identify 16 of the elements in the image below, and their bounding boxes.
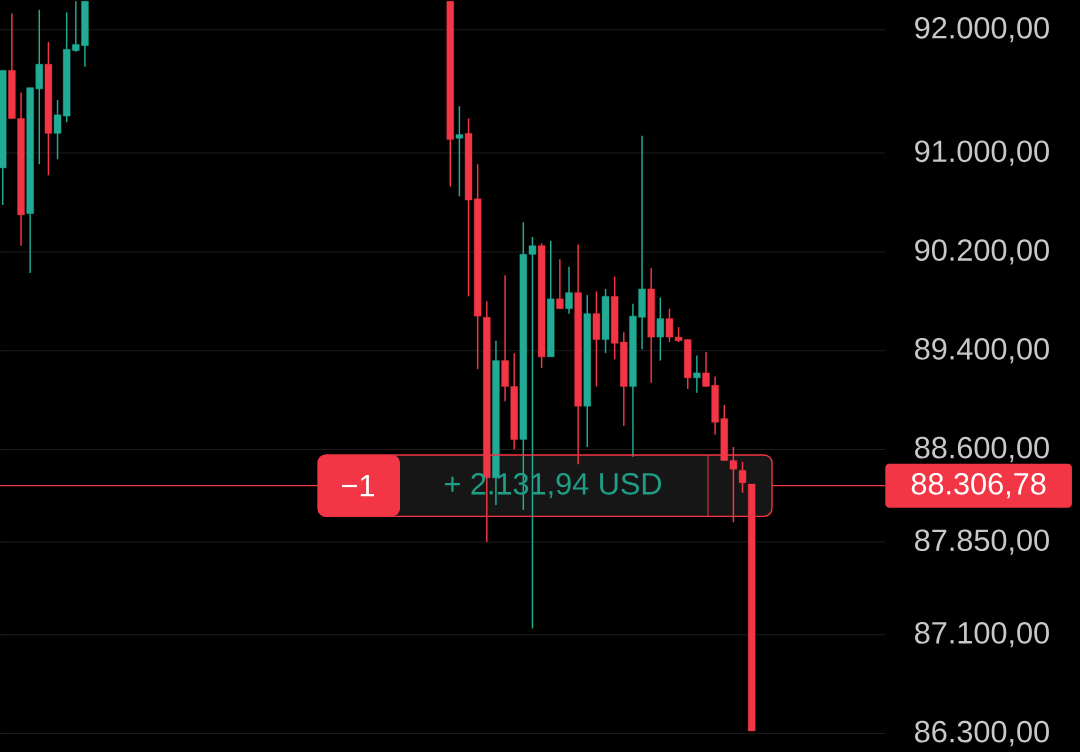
y-tick-label: 87.850,00	[915, 529, 1049, 555]
candlestick	[565, 265, 573, 315]
y-tick-label: 88.600,00	[915, 436, 1049, 463]
candlestick	[738, 461, 747, 494]
annotation: −1	[342, 475, 374, 497]
y-tick-label: 90.200,00	[915, 239, 1049, 265]
y-tick-label: 91.000,00	[915, 140, 1049, 166]
ref-line-label: 88.306,78	[911, 473, 1046, 499]
y-tick-label: 86.300,00	[915, 720, 1049, 747]
y-tick-label: 92.000,00	[915, 16, 1049, 43]
y-tick-label: 89.400,00	[915, 338, 1049, 364]
candlestick	[455, 105, 464, 198]
candlestick	[556, 258, 564, 310]
candlestick	[693, 354, 701, 394]
candlestick	[656, 296, 664, 362]
y-tick-label: 87.100,00	[915, 622, 1049, 648]
